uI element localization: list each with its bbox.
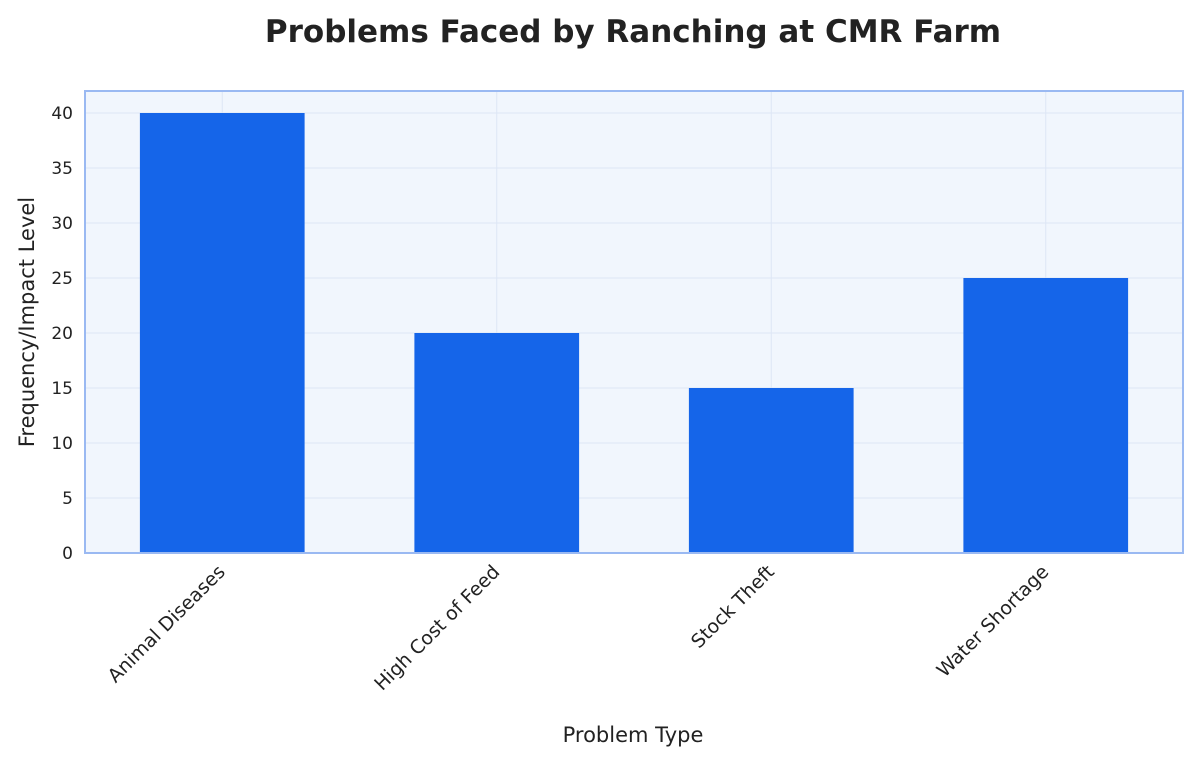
chart-title: Problems Faced by Ranching at CMR Farm: [265, 14, 1001, 50]
x-tick-label: High Cost of Feed: [370, 561, 504, 695]
bar: [688, 388, 854, 553]
y-tick-label: 0: [62, 544, 73, 564]
y-tick-label: 35: [51, 159, 73, 179]
y-tick-label: 10: [51, 434, 73, 454]
bar: [963, 278, 1129, 553]
bar: [139, 113, 305, 553]
bars: [139, 113, 1129, 553]
y-axis-label: Frequency/Impact Level: [15, 197, 39, 447]
x-tick-label: Stock Theft: [687, 561, 779, 653]
y-tick-label: 15: [51, 379, 73, 399]
x-tick-label: Water Shortage: [933, 561, 1054, 682]
bar: [414, 333, 580, 553]
y-tick-label: 5: [62, 489, 73, 509]
y-tick-label: 20: [51, 324, 73, 344]
plot-border: [84, 90, 1184, 554]
y-axis-ticks: 0 5 10 15 20 25 30 35 40: [51, 104, 73, 564]
x-tick-label: Animal Diseases: [104, 561, 230, 687]
y-tick-label: 25: [51, 269, 73, 289]
y-tick-label: 40: [51, 104, 73, 124]
x-axis-label: Problem Type: [563, 723, 704, 747]
y-tick-label: 30: [51, 214, 73, 234]
x-axis-ticks: Animal Diseases High Cost of Feed Stock Th…: [104, 561, 1054, 695]
